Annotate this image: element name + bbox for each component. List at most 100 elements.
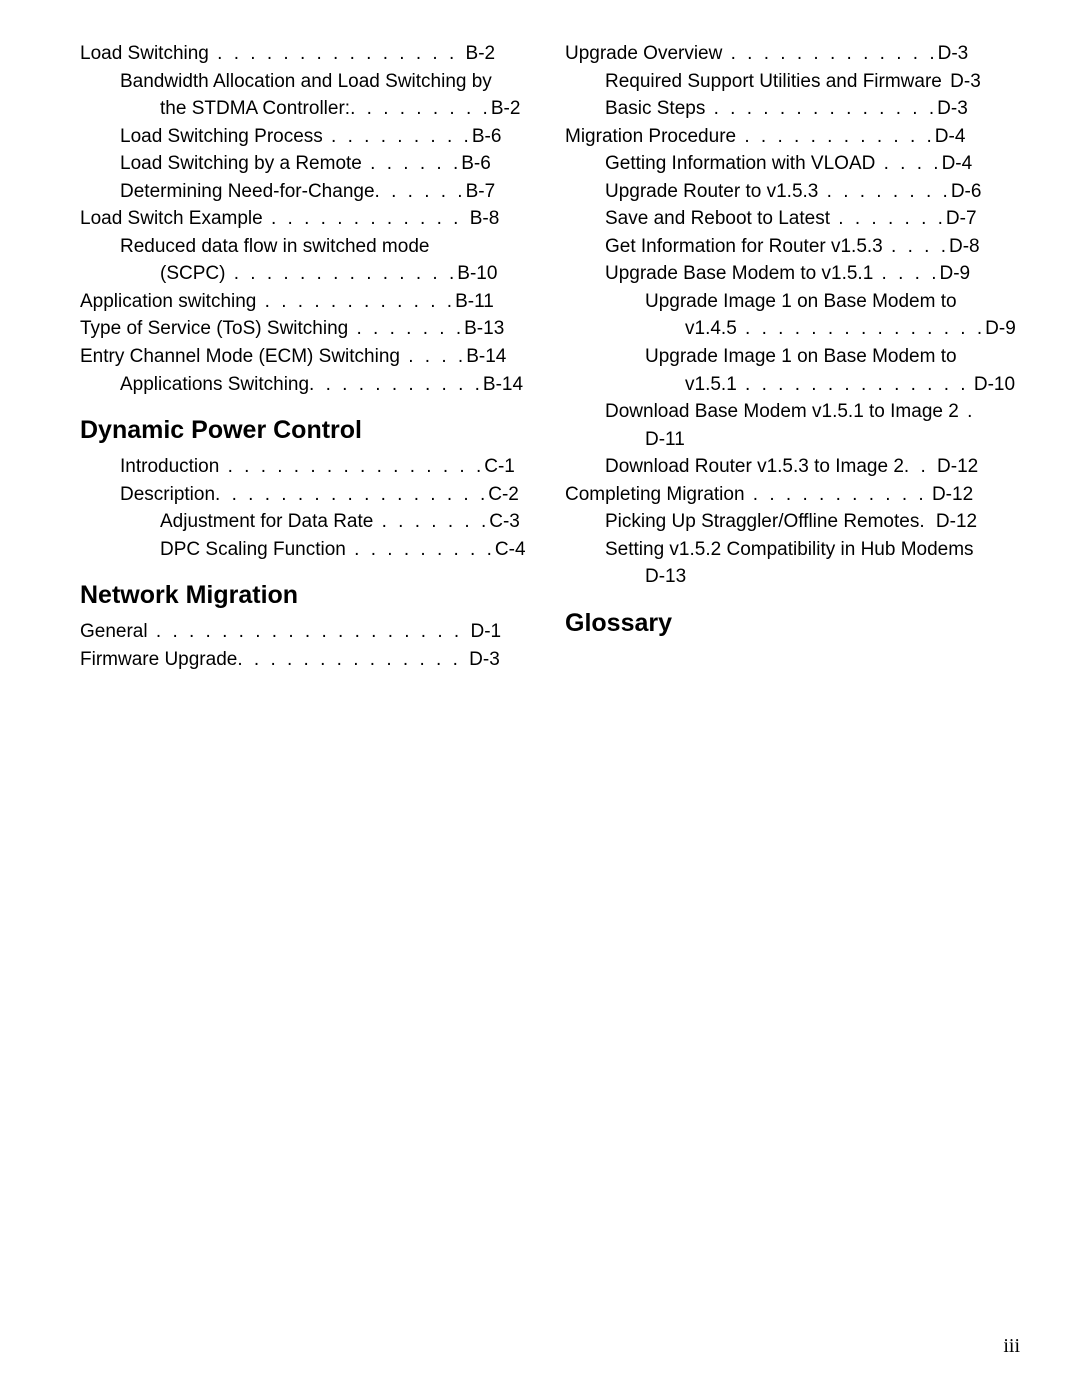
toc-text: Load Switching bbox=[80, 43, 209, 64]
toc-dots: . . . . . . bbox=[375, 181, 466, 202]
toc-text: (SCPC) bbox=[160, 263, 225, 284]
right-entry: Upgrade Overview . . . . . . . . . . . .… bbox=[565, 40, 1020, 68]
right-entry: Download Router v1.5.3 to Image 2. . D-1… bbox=[565, 453, 1020, 481]
toc-page-ref: D-1 bbox=[470, 621, 501, 642]
dpc-entry: DPC Scaling Function . . . . . . . . .C-… bbox=[80, 536, 535, 564]
toc-text: Completing Migration bbox=[565, 484, 745, 505]
right-entry: Migration Procedure . . . . . . . . . . … bbox=[565, 123, 1020, 151]
toc-dots: . . . . . . . bbox=[830, 208, 946, 229]
right-entry: Save and Reboot to Latest . . . . . . .D… bbox=[565, 205, 1020, 233]
toc-dots: . bbox=[919, 511, 936, 532]
toc-text: Required Support Utilities and Firmware bbox=[605, 71, 942, 92]
toc-text: Upgrade Image 1 on Base Modem to bbox=[645, 291, 957, 312]
toc-text: Getting Information with VLOAD bbox=[605, 153, 875, 174]
toc-text: Upgrade Image 1 on Base Modem to bbox=[645, 346, 957, 367]
toc-dots: . . . . . . . . . . . bbox=[309, 374, 483, 395]
right-entry: Basic Steps . . . . . . . . . . . . . .D… bbox=[565, 95, 1020, 123]
right-entry: Completing Migration . . . . . . . . . .… bbox=[565, 481, 1020, 509]
left-entry: Load Switching . . . . . . . . . . . . .… bbox=[80, 40, 535, 68]
right-entry: Required Support Utilities and Firmware … bbox=[565, 68, 1020, 96]
left-entry: Applications Switching. . . . . . . . . … bbox=[80, 371, 535, 399]
right-entry: v1.4.5 . . . . . . . . . . . . . . .D-9 bbox=[565, 315, 1020, 343]
left-entry: Bandwidth Allocation and Load Switching … bbox=[80, 68, 535, 96]
section-network-migration: Network Migration bbox=[80, 581, 535, 610]
toc-page-ref: D-3 bbox=[950, 71, 981, 92]
right-column: Upgrade Overview . . . . . . . . . . . .… bbox=[565, 40, 1020, 673]
toc-page-ref: B-8 bbox=[470, 208, 500, 229]
toc-dots: . . . . . . . . . bbox=[346, 539, 495, 560]
toc-text: Load Switching Process bbox=[120, 126, 323, 147]
toc-page-ref: C-1 bbox=[484, 456, 515, 477]
toc-dots: . . . . . . . . . . . . . . . . . bbox=[215, 484, 488, 505]
left-entry: Type of Service (ToS) Switching . . . . … bbox=[80, 315, 535, 343]
left-column: Load Switching . . . . . . . . . . . . .… bbox=[80, 40, 535, 673]
toc-text: Bandwidth Allocation and Load Switching … bbox=[120, 71, 492, 92]
right-entry: Get Information for Router v1.5.3 . . . … bbox=[565, 233, 1020, 261]
toc-dots: . . . . . . . bbox=[348, 318, 464, 339]
toc-text: v1.4.5 bbox=[685, 318, 737, 339]
nm-entry: Firmware Upgrade. . . . . . . . . . . . … bbox=[80, 646, 535, 674]
toc-text: Upgrade Base Modem to v1.5.1 bbox=[605, 263, 873, 284]
toc-page-ref: B-14 bbox=[466, 346, 506, 367]
toc-page-ref: D-12 bbox=[937, 456, 978, 477]
toc-text: D-13 bbox=[645, 566, 686, 587]
toc-page-ref: D-8 bbox=[949, 236, 980, 257]
toc-dots: . . . . . . . . . . . . . . . . bbox=[219, 456, 484, 477]
toc-text: Adjustment for Data Rate bbox=[160, 511, 373, 532]
toc-page-ref: D-4 bbox=[942, 153, 973, 174]
toc-dots: . . . . . . . . bbox=[818, 181, 950, 202]
toc-page-ref: B-2 bbox=[466, 43, 496, 64]
dpc-entry: Adjustment for Data Rate . . . . . . .C-… bbox=[80, 508, 535, 536]
toc-page-ref: D-12 bbox=[927, 484, 973, 505]
toc-page-ref: D-3 bbox=[469, 649, 500, 670]
toc-page-ref: D-9 bbox=[940, 263, 971, 284]
section-dynamic-power-control: Dynamic Power Control bbox=[80, 416, 535, 445]
toc-text: Introduction bbox=[120, 456, 219, 477]
right-entry: v1.5.1 . . . . . . . . . . . . . . D-10 bbox=[565, 371, 1020, 399]
toc-page-ref: B-10 bbox=[457, 263, 497, 284]
right-entry: Upgrade Image 1 on Base Modem to bbox=[565, 343, 1020, 371]
page-number: iii bbox=[1003, 1335, 1020, 1358]
toc-dots: . . . . . . . . . bbox=[350, 98, 491, 119]
toc-dots: . . . . . . . . . bbox=[323, 126, 472, 147]
right-entry: Picking Up Straggler/Offline Remotes. D-… bbox=[565, 508, 1020, 536]
toc-text: Picking Up Straggler/Offline Remotes bbox=[605, 511, 919, 532]
toc-text: Migration Procedure bbox=[565, 126, 736, 147]
right-entry: Upgrade Base Modem to v1.5.1 . . . .D-9 bbox=[565, 260, 1020, 288]
toc-page-ref: B-11 bbox=[455, 291, 494, 312]
dpc-entry: Introduction . . . . . . . . . . . . . .… bbox=[80, 453, 535, 481]
toc-page: Load Switching . . . . . . . . . . . . .… bbox=[0, 0, 1080, 713]
toc-text: Application switching bbox=[80, 291, 256, 312]
toc-text: Type of Service (ToS) Switching bbox=[80, 318, 348, 339]
left-entry: Load Switching Process . . . . . . . . .… bbox=[80, 123, 535, 151]
toc-dots: . . . . . . . . . . . . . . bbox=[737, 374, 969, 395]
toc-dots: . . . . . . . . . . . . bbox=[256, 291, 455, 312]
toc-text: Entry Channel Mode (ECM) Switching bbox=[80, 346, 400, 367]
toc-text: Save and Reboot to Latest bbox=[605, 208, 830, 229]
toc-dots: . . bbox=[904, 456, 937, 477]
left-entry: Entry Channel Mode (ECM) Switching . . .… bbox=[80, 343, 535, 371]
toc-text: Determining Need-for-Change bbox=[120, 181, 375, 202]
right-entry: Upgrade Image 1 on Base Modem to bbox=[565, 288, 1020, 316]
toc-text: Reduced data flow in switched mode bbox=[120, 236, 429, 257]
toc-text: Basic Steps bbox=[605, 98, 705, 119]
toc-dots: . . . . . . . . . . . . bbox=[263, 208, 470, 229]
section-glossary: Glossary bbox=[565, 609, 1020, 638]
toc-dots: . . . . . . . . . . . bbox=[745, 484, 927, 505]
toc-dots: . . . . . . . . . . . . . . bbox=[237, 649, 469, 670]
left-entry: Load Switching by a Remote . . . . . .B-… bbox=[80, 150, 535, 178]
left-entry: Determining Need-for-Change. . . . . .B-… bbox=[80, 178, 535, 206]
left-entry: Load Switch Example . . . . . . . . . . … bbox=[80, 205, 535, 233]
toc-text: Firmware Upgrade bbox=[80, 649, 237, 670]
toc-page-ref: B-7 bbox=[466, 181, 496, 202]
toc-page-ref: B-14 bbox=[483, 374, 523, 395]
right-entry: D-13 bbox=[565, 563, 1020, 591]
toc-page-ref: D-3 bbox=[938, 43, 969, 64]
toc-text: Description bbox=[120, 484, 215, 505]
left-entry: Reduced data flow in switched mode bbox=[80, 233, 535, 261]
toc-text: the STDMA Controller: bbox=[160, 98, 350, 119]
left-entry: (SCPC) . . . . . . . . . . . . . .B-10 bbox=[80, 260, 535, 288]
dpc-entry: Description. . . . . . . . . . . . . . .… bbox=[80, 481, 535, 509]
nm-entry: General . . . . . . . . . . . . . . . . … bbox=[80, 618, 535, 646]
right-entry: Upgrade Router to v1.5.3 . . . . . . . .… bbox=[565, 178, 1020, 206]
